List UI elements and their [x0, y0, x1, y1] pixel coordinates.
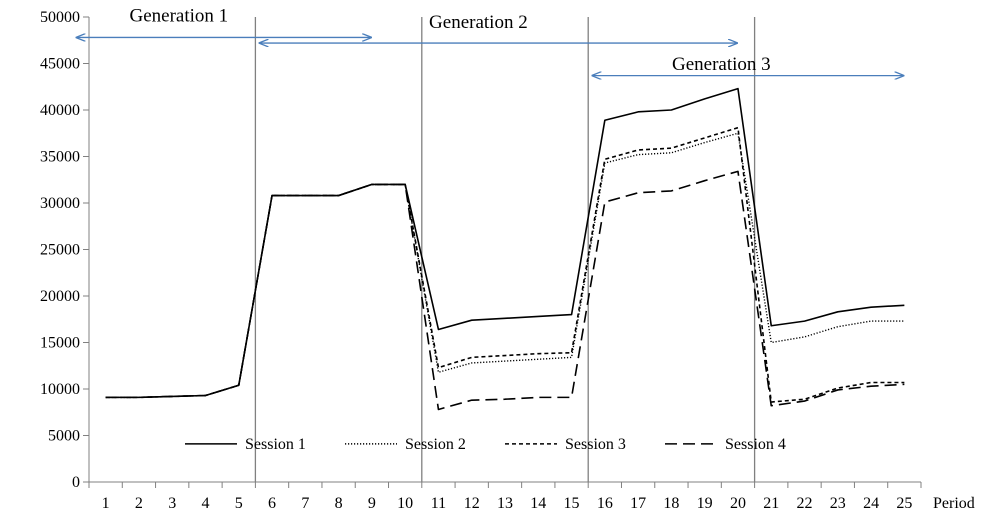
- x-tick-label: 15: [564, 495, 580, 512]
- x-tick-label: 19: [697, 495, 713, 512]
- y-tick-label: 30000: [40, 195, 80, 212]
- x-tick-label: 5: [235, 495, 243, 512]
- legend-label-session-2: Session 2: [405, 436, 466, 453]
- y-tick-label: 20000: [40, 288, 80, 305]
- x-tick-label: 9: [368, 495, 376, 512]
- y-tick-label: 15000: [40, 335, 80, 352]
- x-tick-label: 2: [135, 495, 143, 512]
- generation-1-label: Generation 1: [130, 6, 229, 27]
- series-line-session-4: [106, 171, 905, 409]
- x-tick-label: 4: [201, 495, 209, 512]
- y-tick-label: 35000: [40, 149, 80, 166]
- x-tick-label: 13: [497, 495, 513, 512]
- generation-2-label: Generation 2: [429, 12, 528, 33]
- x-tick-label: 21: [763, 495, 779, 512]
- x-tick-label: 24: [863, 495, 879, 512]
- legend: Session 1 Session 2 Session 3 Session 4: [185, 436, 786, 453]
- y-tick-label: 25000: [40, 242, 80, 259]
- x-tick-label: 14: [530, 495, 546, 512]
- generation-dividers: [255, 17, 754, 482]
- x-tick-label: 11: [431, 495, 446, 512]
- x-tick-label: 6: [268, 495, 276, 512]
- y-tick-label: 45000: [40, 56, 80, 73]
- x-tick-label: 17: [630, 495, 646, 512]
- y-tick-label: 0: [72, 474, 80, 491]
- legend-label-session-1: Session 1: [245, 436, 306, 453]
- series-lines: [106, 89, 905, 410]
- legend-label-session-3: Session 3: [565, 436, 626, 453]
- x-tick-label: 12: [464, 495, 480, 512]
- x-tick-label: 22: [797, 495, 813, 512]
- y-tick-label: 5000: [48, 428, 80, 445]
- y-tick-label: 40000: [40, 102, 80, 119]
- y-tick-label: 50000: [40, 9, 80, 26]
- y-tick-label: 10000: [40, 381, 80, 398]
- x-tick-label: 1: [102, 495, 110, 512]
- generation-annotations: Generation 1 Generation 2 Generation 3: [77, 6, 904, 76]
- x-tick-label: 16: [597, 495, 613, 512]
- x-tick-label: 25: [896, 495, 912, 512]
- legend-label-session-4: Session 4: [725, 436, 786, 453]
- x-tick-label: 3: [168, 495, 176, 512]
- x-tick-label: 18: [663, 495, 679, 512]
- axes: 0 5000 10000 15000 20000 25000 30000 35000 40000…: [40, 9, 975, 512]
- x-tick-label: 20: [730, 495, 746, 512]
- series-line-session-1: [106, 89, 905, 398]
- x-axis-label: Period: [933, 495, 975, 512]
- x-tick-label: 8: [335, 495, 343, 512]
- x-tick-label: 7: [301, 495, 309, 512]
- generation-3-label: Generation 3: [672, 54, 771, 75]
- x-tick-label: 23: [830, 495, 846, 512]
- series-line-session-2: [106, 133, 905, 397]
- x-tick-label: 10: [397, 495, 413, 512]
